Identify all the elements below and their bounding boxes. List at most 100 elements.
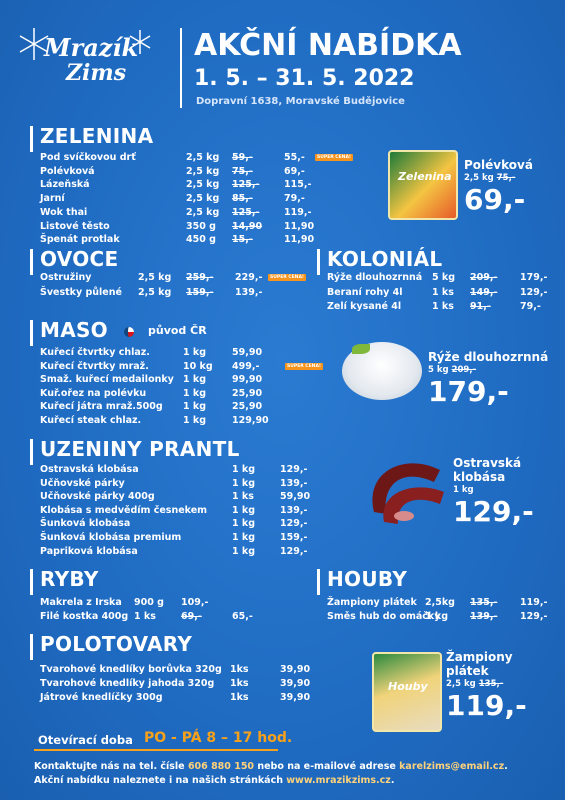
row-name: Směs hub do omáčky [327, 611, 441, 622]
row-qty: 1 kg [232, 504, 256, 516]
row-price: 65,- [232, 611, 253, 622]
footer-text: . Akční nabídku naleznete i na našich st… [34, 761, 508, 786]
package-image: Houby [372, 652, 442, 732]
row-qty: 1 kg [183, 415, 207, 426]
row-price: 11,90 [284, 234, 315, 246]
row-price: 39,90 [280, 664, 311, 675]
row-qty: 1 kg [232, 518, 256, 530]
row-price: 129,- [280, 518, 308, 530]
row-price: 39,90 [280, 692, 311, 703]
row-name: Polévková [40, 165, 95, 177]
row-price: 109,- [181, 597, 209, 608]
promo-name: Ostravská klobása [453, 456, 522, 484]
logo-line: Mrazík [43, 33, 138, 62]
row-old: 91,- [470, 301, 491, 312]
row-name: Klobása s medvědím česnekem [40, 504, 208, 516]
row-qty: 1 ks [232, 491, 254, 503]
row-old: 15,- [232, 234, 253, 246]
row-name: Žampiony plátek [327, 597, 417, 608]
row-qty: 1 ks [432, 301, 454, 312]
row-qty: 5 kg [432, 272, 456, 283]
row-old: 159,- [186, 286, 214, 298]
section-bar [30, 126, 33, 152]
row-price: 99,90 [232, 374, 263, 386]
promo-qty: 2,5 kg [446, 679, 476, 689]
row-qty: 1 kg [183, 374, 207, 386]
row-name: Šunková klobása [40, 518, 131, 530]
row-qty: 1ks [230, 678, 249, 689]
row-old: 139,- [470, 611, 498, 622]
row-qty: 900 g [134, 597, 164, 608]
promo-name: Žampiony plátek [446, 650, 513, 678]
row-price: 159,- [280, 532, 308, 543]
dates: 1. 5. – 31. 5. 2022 [194, 66, 415, 91]
row-name: Smaž. kuřecí medailonky [40, 374, 174, 386]
promo-qty-line: 2,5 kg 135,- [446, 679, 503, 689]
section-bar [30, 634, 33, 660]
row-name: Jarní [40, 193, 65, 205]
row-badge: SUPER CENA! [315, 154, 353, 161]
promo-name: Rýže dlouhozrnná [428, 350, 549, 364]
promo-qty: 2,5 kg [464, 173, 494, 183]
row-name: Makrela z Irska [40, 597, 122, 608]
section-note: původ ČR [148, 324, 207, 337]
sausage-image [372, 463, 444, 524]
footer-text: 606 880 150 [187, 761, 255, 772]
promo-old: 135,- [478, 679, 504, 689]
row-price: 229,- [235, 272, 263, 283]
row-price: 119,- [284, 206, 312, 218]
row-qty: 1 kg [232, 532, 256, 543]
row-price: 499,- [232, 360, 260, 372]
row-price: 179,- [520, 272, 548, 283]
row-qty: 2,5 kg [186, 179, 220, 191]
row-old: 59,- [232, 152, 253, 163]
row-price: 129,- [280, 545, 308, 557]
row-qty: 350 g [186, 220, 216, 232]
underline [34, 749, 278, 751]
promo-qty-line: 5 kg 209,- [428, 365, 476, 375]
row-name: Kuř.ořez na polévku [40, 387, 147, 399]
section-title: OVOCE [40, 247, 119, 271]
section-title: POLOTOVARY [40, 632, 193, 656]
row-name: Játrové knedlíčky 300g [40, 692, 163, 703]
row-qty: 2,5 kg [186, 206, 220, 218]
row-qty: 1 kg [425, 611, 449, 622]
row-name: Tvarohové knedlíky jahoda 320g [40, 678, 215, 689]
row-name: Ostružiny [40, 272, 92, 283]
section-title: UZENINY PRANTL [40, 437, 240, 461]
promo-qty: 1 kg [453, 485, 474, 495]
section-title: MASO [40, 318, 108, 342]
row-old: 85,- [232, 193, 253, 205]
row-price: 39,90 [280, 678, 311, 689]
row-qty: 1 kg [183, 401, 207, 413]
row-name: Kuřecí čtvrtky mraž. [40, 360, 149, 372]
row-name: Učňovské párky 400g [40, 491, 155, 503]
row-old: 259,- [186, 272, 214, 283]
row-price: 69,- [284, 165, 305, 177]
section-bar [30, 320, 33, 346]
row-qty: 1 kg [183, 387, 207, 399]
row-badge: SUPER CENA! [285, 362, 323, 370]
row-price: 119,- [520, 597, 548, 608]
row-qty: 1ks [230, 664, 249, 675]
leaf [352, 344, 370, 354]
row-qty: 10 kg [183, 360, 213, 372]
section-title: RYBY [40, 567, 99, 591]
row-name: Tvarohové knedlíky borůvka 320g [40, 664, 222, 675]
row-old: 135,- [470, 597, 498, 608]
row-name: Papriková klobása [40, 545, 138, 557]
row-qty: 1 ks [134, 611, 156, 622]
row-name: Beraní rohy 4l [327, 286, 403, 298]
footer-text: karelzims@email.cz [399, 761, 505, 772]
row-qty: 1 kg [232, 464, 256, 475]
row-qty: 1 kg [232, 477, 256, 489]
promo-qty-line: 2,5 kg 75,- [464, 173, 515, 183]
row-name: Rýže dlouhozrnná [327, 272, 423, 283]
row-qty: 1ks [230, 692, 249, 703]
promo-name: Polévková [464, 158, 533, 172]
row-name: Wok thai [40, 206, 88, 218]
package-label: Zelenina [398, 170, 452, 183]
row-name: Kuřecí čtvrtky chlaz. [40, 347, 150, 358]
row-old: 14,90 [232, 220, 263, 232]
